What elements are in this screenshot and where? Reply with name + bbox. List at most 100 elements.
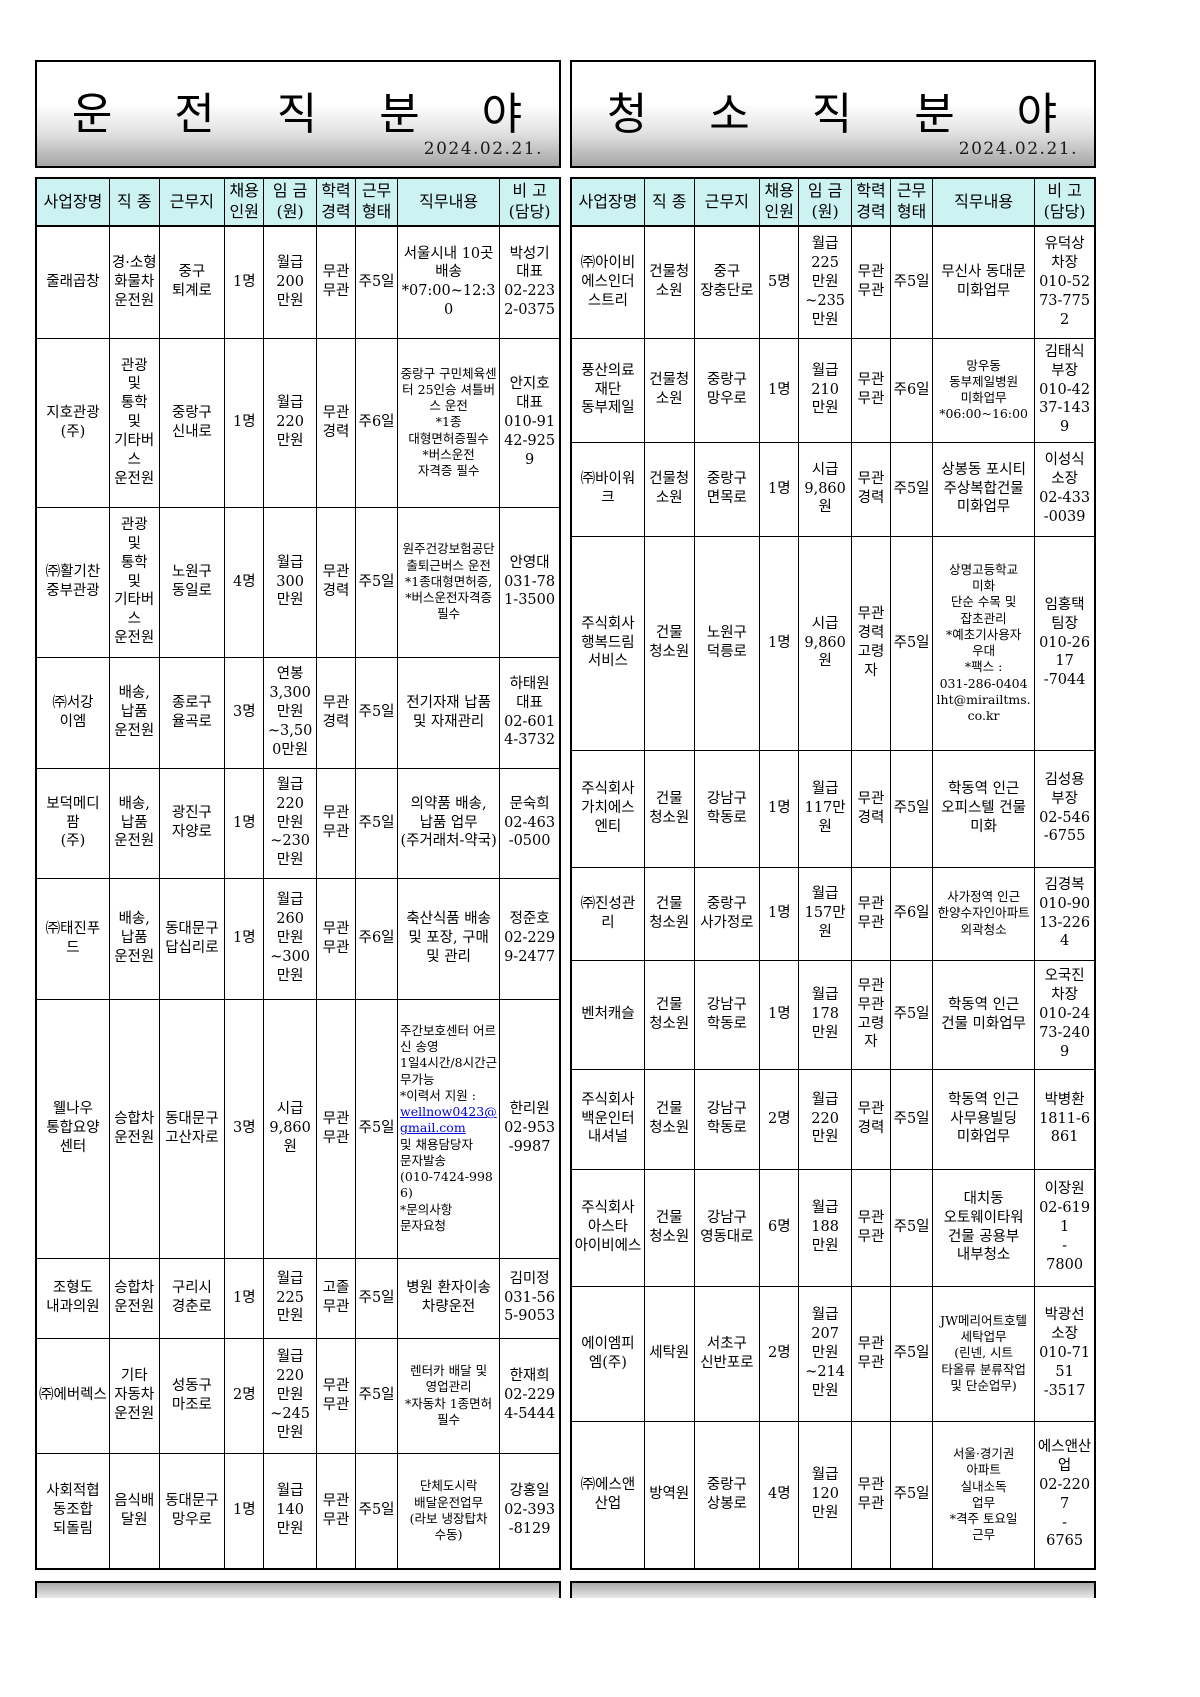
cell-text: 승합차 운전원 [114,1280,155,1315]
driving-jobs-table: 사업장명 직 종 근무지 채용 인원 임 금 (원) 학력 경력 근무 형태 직무내용 비 고 … [35,177,561,1570]
cell-text: 중랑구 구민체육센터 25인승 셔틀버스 운전 *1종 대형면허증필수 *버스운… [400,365,497,479]
cell-text: 2명 [232,1387,256,1404]
cell-headcount: 4명 [759,1420,800,1570]
cell-company-name: ㈜에스앤 산업 [570,1420,645,1570]
cell-text: 주5일 [358,1289,395,1306]
cell-education-experience: 무관 경력 [315,656,357,769]
cell-text: 기타 자동차 운전원 [114,1368,155,1422]
cell-job-type: 건물 청소원 [643,749,695,868]
cell-work-schedule: 주5일 [355,506,399,658]
job-row: 주식회사 백운인터 내셔널 건물 청소원 강남구 학동로 2명 월급 220 만원 무관 … [570,1068,1096,1170]
cell-work-location: 서초구 신반포로 [693,1285,761,1422]
header-text: 비 고 (담당) [508,181,551,221]
cell-text: 강홍일 02-393-8129 [504,1483,556,1538]
section-date: 2024.02.21. [423,139,543,159]
cell-text: 세탁원 [649,1345,690,1362]
cell-text: 무관 무관 [322,1377,350,1413]
cell-job-duties: 전기자재 납품 및 자재관리 [397,656,501,769]
cell-text: 월급 220 만원 [276,395,304,449]
cell-text: 동대문구 답십리로 [165,920,219,956]
cell-text: 박성기 대표 02-2232-0375 [504,245,556,319]
cell-text: 월급 220 만원 [811,1091,839,1146]
cell-wage: 월급 300 만원 [263,506,317,658]
cell-contact-info: 김성용 부장 02-546-6755 [1034,749,1096,868]
cell-text: 3명 [232,704,256,721]
cell-wage: 월급 178 만원 [798,959,852,1070]
cell-education-experience: 무관 무관 [315,767,357,879]
cell-company-name: 줄래곱창 [35,225,110,339]
job-row: 벤처캐슬 건물 청소원 강남구 학동로 1명 월급 178 만원 무관 무관 고령 자 주5… [570,959,1096,1070]
cell-text: 월급 157만 원 [804,886,846,940]
cell-contact-info: 오국진 차장 010-2473-2409 [1034,959,1096,1070]
next-page-strip [35,1581,561,1598]
cell-education-experience: 무관 무관 [315,998,357,1259]
email-link[interactable]: wellnow0423@gmail.com [400,1104,497,1136]
cell-work-location: 중랑구 사가정로 [693,866,761,961]
cell-text: 중랑구 사가정로 [700,895,754,931]
cell-wage: 월급 225 만원 ~235 만원 [798,225,852,339]
job-row: 주식회사 행복드림 서비스 건물 청소원 노원구 덕릉로 1명 시급 9,860 원 무관… [570,535,1096,751]
cell-text: 오국진 차장 010-2473-2409 [1039,968,1091,1060]
cell-text: 망우동 동부제일병원 미화업무 *06:00~16:00 [939,357,1028,422]
cell-text: 월급 140 만원 [276,1483,304,1538]
cell-work-schedule: 주5일 [890,441,934,537]
cell-job-duties: 병원 환자이송 차량운전 [397,1257,501,1339]
cell-job-type: 승합차 운전원 [108,1257,160,1339]
job-row: 풍산의료 재단 동부제일 건물청 소원 중랑구 망우로 1명 월급 210 만원 무관 무… [570,337,1096,443]
cell-job-type: 방역원 [643,1420,695,1570]
driving-jobs-panel: 운 전 직 분 야 2024.02.21. 사업장명 직 종 근무지 채용 인원 임 금… [35,60,561,1598]
section-title: 청 소 직 분 야 [606,89,1060,140]
cell-text: 무관 경력 고령 자 [857,606,885,679]
header-text: 사업장명 [43,191,103,211]
cell-job-duties: 사가정역 인근 한양수자인아파트 외곽청소 [932,866,1036,961]
cell-job-type: 건물 청소원 [643,1168,695,1287]
cell-text: 배송, 납품 운전원 [114,911,155,965]
cell-work-schedule: 주5일 [890,1168,934,1287]
job-row: ㈜태진푸 드 배송, 납품 운전원 동대문구 답십리로 1명 월급 260 만원 ~30… [35,877,561,1000]
cell-text: 고졸 무관 [322,1280,350,1315]
cell-text: 구리시 경춘로 [171,1280,212,1315]
cell-job-duties: 축산식품 배송 및 포장, 구매 및 관리 [397,877,501,1000]
cell-wage: 월급 207 만원 ~214 만원 [798,1285,852,1422]
cell-education-experience: 고졸 무관 [315,1257,357,1339]
cell-headcount: 1명 [224,1452,265,1570]
cell-text: 시급 9,860 원 [269,1101,311,1155]
cell-text: 주5일 [358,273,395,290]
cell-text: 전기자재 납품 및 자재관리 [406,694,491,730]
cell-text: 벤처캐슬 [581,1006,635,1023]
cell-work-schedule: 주5일 [355,656,399,769]
cell-text: 주6일 [893,905,930,922]
header-text: 직무내용 [419,191,479,211]
cell-text: 노원구 동일로 [171,564,212,599]
cell-text: 주5일 [893,1006,930,1023]
cell-text: 시급 9,860 원 [804,461,846,516]
cleaning-title-box: 청 소 직 분 야 2024.02.21. [570,60,1096,168]
cell-text: 주5일 [893,634,930,651]
cell-text: 사회적협 동조합 되돌림 [46,1483,100,1538]
cell-text: 김미정 031-565-9053 [504,1270,556,1325]
cell-company-name: 주식회사 가치에스 엔티 [570,749,645,868]
column-header-contact-info: 비 고 (담당) [499,177,561,227]
cell-text: 사가정역 인근 한양수자인아파트 외곽청소 [937,889,1030,937]
cell-job-type: 건물 청소원 [643,1068,695,1170]
cell-education-experience: 무관 경력 고령 자 [850,535,892,751]
header-text: 임 금 (원) [807,181,843,221]
cell-text: 건물 청소원 [649,1209,690,1245]
cell-text: 무신사 동대문 미화업무 [941,264,1026,300]
cell-text: 대치동 오토웨이타워 건물 공용부 내부청소 [943,1190,1024,1264]
cell-text: 주5일 [893,480,930,497]
cell-contact-info: 문숙희 02-463-0500 [499,767,561,879]
cell-job-type: 세탁원 [643,1285,695,1422]
cell-text: 주간보호센터 어르신 송영 1일4시간/8시간근무가능 *이력서 지원 : [400,1022,498,1103]
cell-job-type: 관광 및 통학 및 기타버스 운전원 [108,337,160,508]
cell-work-location: 노원구 덕릉로 [693,535,761,751]
cell-text: 정준호 02-2299-2477 [504,911,556,965]
cell-text: 중랑구 신내로 [171,404,212,440]
cell-wage: 월급 210 만원 [798,337,852,443]
cell-education-experience: 무관 무관 [315,225,357,339]
column-header-contact-info: 비 고 (담당) [1034,177,1096,227]
cell-text: 5명 [767,273,791,290]
cell-text: 음식배 달원 [114,1492,155,1528]
cell-text: 에이엠피 엠(주) [581,1335,635,1371]
cell-contact-info: 에스앤산업 02-2207 - 6765 [1034,1420,1096,1570]
